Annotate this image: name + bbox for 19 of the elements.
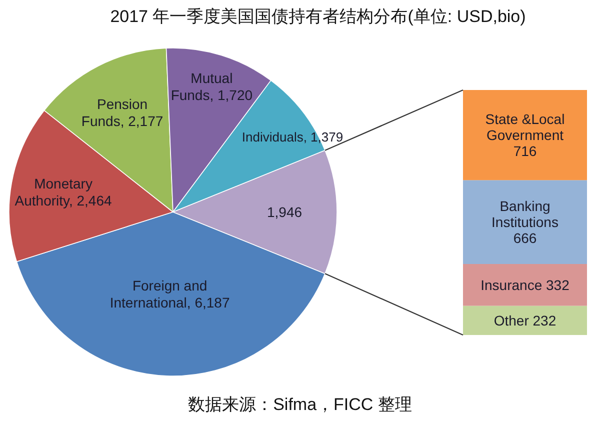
- slice-label: Pension Funds, 2,177: [81, 96, 164, 130]
- bar: [463, 264, 587, 306]
- chart-title: 2017 年一季度美国国债持有者结构分布(单位: USD,bio): [110, 7, 526, 26]
- data-label: 232: [532, 312, 556, 328]
- slice-label: Monetary Authority, 2,464: [14, 175, 112, 208]
- slice-label: Mutual Funds, 1,720: [170, 70, 253, 104]
- bar: [463, 180, 587, 264]
- series-label: Insurance: [480, 276, 542, 293]
- data-label: 1,946: [266, 204, 302, 220]
- data-label: 666: [513, 230, 537, 246]
- slice-label: Foreign and International, 6,187: [110, 277, 230, 310]
- data-label: 332: [546, 276, 570, 293]
- source-note: 数据来源：Sifma，FICC 整理: [188, 395, 412, 414]
- bar: [463, 90, 587, 180]
- series-label: State &Local Government: [485, 110, 565, 143]
- series-label: Banking Institutions: [492, 198, 558, 230]
- series-label: Other: [494, 312, 530, 328]
- data-label: 716: [513, 142, 537, 159]
- bar: [463, 306, 587, 335]
